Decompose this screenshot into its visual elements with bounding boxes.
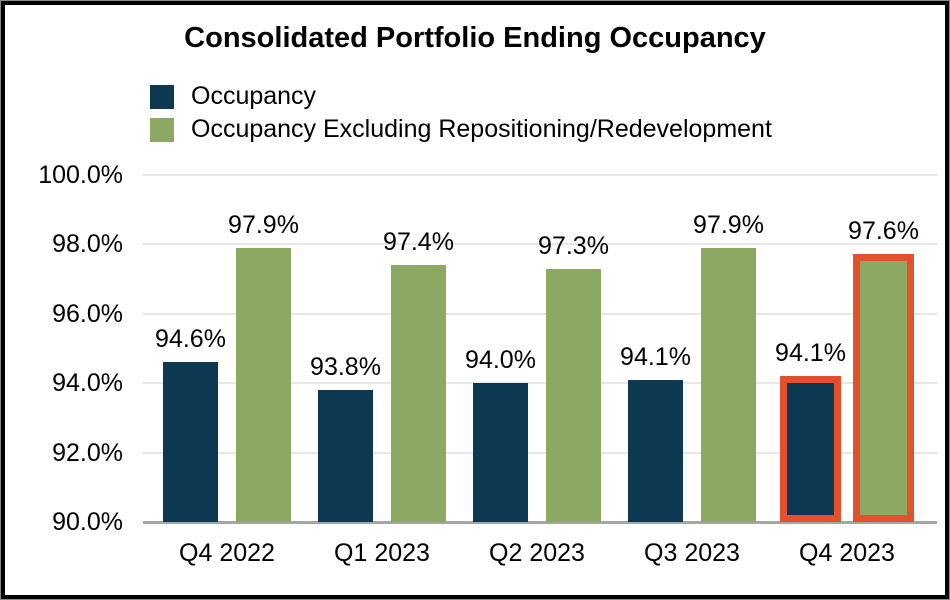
bar <box>318 390 373 522</box>
bar <box>163 362 218 522</box>
bar <box>780 375 841 522</box>
y-axis-tick-label: 98.0% <box>52 230 123 259</box>
x-axis-line <box>143 521 937 524</box>
y-axis-tick-label: 94.0% <box>52 369 123 398</box>
data-label: 94.6% <box>155 325 226 354</box>
bar <box>628 379 683 522</box>
gridline <box>143 312 937 315</box>
x-axis-category-label: Q1 2023 <box>334 539 430 567</box>
bar <box>701 247 756 522</box>
data-label: 94.1% <box>775 338 846 367</box>
x-axis-category-label: Q4 2022 <box>179 539 275 567</box>
gridline <box>143 174 937 176</box>
x-axis-category-label: Q3 2023 <box>644 539 740 567</box>
gridline <box>143 382 937 385</box>
legend-label-occupancy: Occupancy <box>191 82 317 110</box>
data-label: 97.9% <box>693 210 764 239</box>
data-label: 94.0% <box>465 346 536 375</box>
legend-swatch-occupancy <box>150 84 174 109</box>
bar <box>473 383 528 522</box>
legend-label-occupancy-excluding: Occupancy Excluding Repositioning/Redeve… <box>191 115 772 143</box>
data-label: 97.9% <box>228 210 299 239</box>
y-axis-tick-label: 90.0% <box>52 508 123 536</box>
gridline <box>143 243 937 246</box>
data-label: 94.1% <box>620 342 691 371</box>
x-axis-category-label: Q2 2023 <box>489 539 585 567</box>
legend-item-occupancy-excluding: Occupancy Excluding Repositioning/Redeve… <box>150 113 772 146</box>
x-axis-category-label: Q4 2023 <box>799 539 895 567</box>
legend-swatch-occupancy-excluding <box>150 117 174 142</box>
bar <box>391 265 446 522</box>
y-axis-tick-label: 96.0% <box>52 299 123 328</box>
bar <box>853 254 914 522</box>
data-label: 97.4% <box>383 228 454 257</box>
bar <box>236 247 291 522</box>
data-label: 93.8% <box>310 353 381 382</box>
legend: Occupancy Occupancy Excluding Reposition… <box>150 80 772 146</box>
data-label: 97.6% <box>848 217 919 246</box>
gridline <box>143 451 937 454</box>
legend-item-occupancy: Occupancy <box>150 80 772 113</box>
y-axis-tick-label: 92.0% <box>52 438 123 467</box>
y-axis-tick-label: 100.0% <box>38 161 123 189</box>
chart-title: Consolidated Portfolio Ending Occupancy <box>184 22 766 54</box>
data-label: 97.3% <box>538 231 609 260</box>
bar <box>546 268 601 522</box>
